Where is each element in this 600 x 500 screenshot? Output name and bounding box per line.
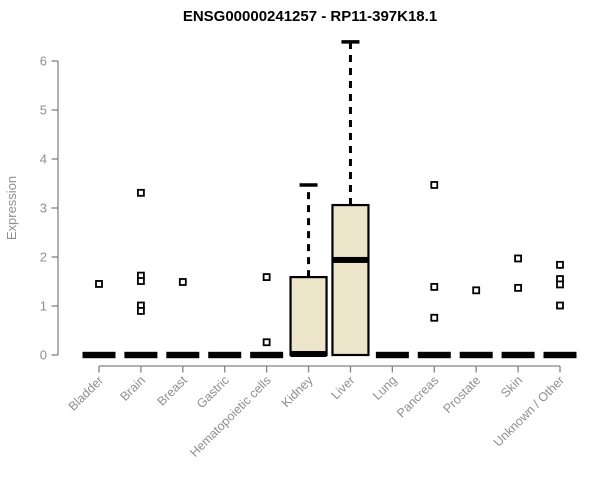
median-line [166,351,200,359]
box-pancreas [417,181,451,359]
y-tick-label: 2 [40,250,47,265]
box-unknown-other [543,260,577,359]
outlier-point [137,188,145,197]
outlier-point [95,280,103,288]
outlier-point [178,278,187,286]
box-rect [289,275,328,357]
outlier-point [137,306,145,315]
box-kidney [289,183,328,358]
box-lung [375,351,409,359]
y-tick-label: 6 [40,54,47,69]
x-tick-label: Pancreas [394,373,441,420]
outlier-point [430,313,439,322]
y-axis: 0 1 2 3 4 5 6 [40,54,59,363]
x-tick-label: Prostate [440,373,483,416]
y-tick-label: 0 [40,348,47,363]
median-line [250,351,284,359]
outlier-point [137,277,145,285]
median-line [501,351,535,359]
box-breast [166,278,200,359]
x-tick-label: Brain [117,373,148,404]
x-tick-label: Bladder [66,373,106,413]
median-line [208,351,242,359]
box-hematopoietic-cells [250,273,284,359]
box-prostate [459,286,493,359]
x-tick-label: Liver [329,373,358,402]
outlier-point [472,286,481,295]
median-line [375,351,409,359]
median-line [332,256,369,263]
median-line [290,351,327,358]
x-tick-label: Gastric [194,373,232,411]
box-bladder [82,280,116,359]
x-tick-label: Breast [154,373,190,409]
x-tick-label: Lung [370,373,400,403]
outlier-point [556,280,564,289]
outlier-point [514,283,522,292]
outlier-point [430,282,439,291]
median-line [459,351,493,359]
chart-title: ENSG00000241257 - RP11-397K18.1 [182,8,438,25]
box-brain [124,188,158,359]
x-tick-label: Hematopoietic cells [187,373,274,460]
median-line [417,351,451,359]
box-liver [331,40,370,357]
x-tick-label: Skin [498,373,525,400]
box-skin [501,254,535,359]
y-tick-label: 5 [40,103,47,118]
outlier-point [514,254,522,263]
y-tick-label: 4 [40,152,47,167]
median-line [124,351,158,359]
box-rect [331,203,370,357]
outlier-point [556,301,564,310]
y-tick-label: 1 [40,299,47,314]
x-tick-label: Kidney [279,373,316,410]
median-line [82,351,116,359]
box-gastric [208,351,242,359]
outlier-point [430,181,439,189]
outlier-point [556,260,564,269]
x-tick-label: Unknown / Other [491,373,567,449]
y-tick-label: 3 [40,201,47,216]
median-line [543,351,577,359]
outlier-point [262,273,271,281]
outlier-point [262,338,271,347]
